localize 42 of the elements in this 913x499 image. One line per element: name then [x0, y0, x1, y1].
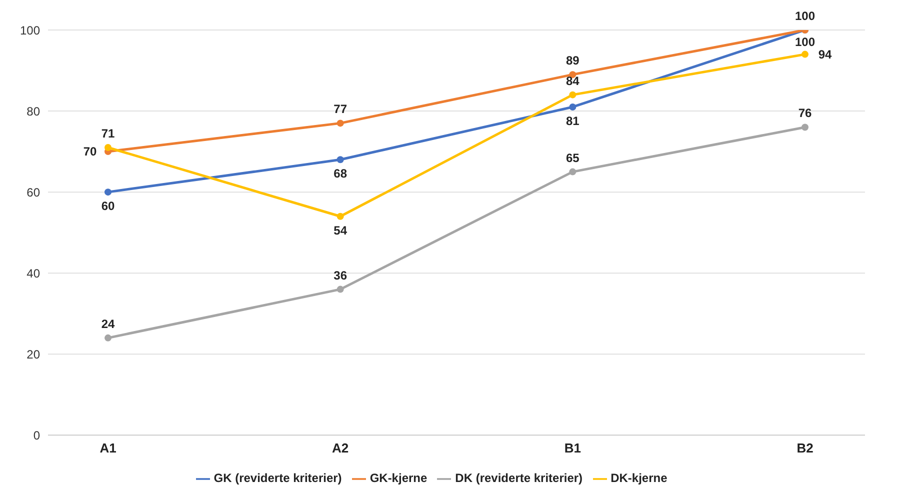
- x-tick-label: B2: [796, 440, 814, 456]
- data-label: 70: [83, 144, 97, 159]
- data-label: 65: [566, 150, 580, 165]
- point: [336, 120, 344, 127]
- data-label: 24: [101, 316, 115, 331]
- y-tick-label: 60: [26, 185, 40, 200]
- data-label: 84: [566, 74, 580, 88]
- data-label: 94: [818, 47, 832, 62]
- point: [104, 334, 112, 342]
- data-label: 60: [101, 199, 115, 214]
- point: [569, 168, 576, 176]
- x-tick-label: B1: [564, 440, 581, 456]
- point: [104, 144, 112, 151]
- y-tick-label: 100: [20, 23, 40, 38]
- data-label: 77: [334, 102, 348, 116]
- point: [569, 91, 576, 98]
- data-label: 76: [798, 106, 812, 120]
- legend-label: DK-kjerne: [610, 471, 668, 486]
- x-tick-label: A1: [100, 440, 116, 456]
- data-label: 54: [334, 223, 348, 238]
- point: [104, 188, 112, 196]
- legend-label: DK (reviderte kriterier): [455, 471, 583, 486]
- legend-label: GK (reviderte kriterier): [214, 471, 342, 486]
- point: [336, 156, 344, 164]
- x-tick-label: A2: [332, 440, 349, 456]
- data-label: 68: [334, 166, 348, 181]
- data-label: 89: [566, 54, 580, 68]
- y-tick-label: 40: [26, 266, 40, 280]
- data-label: 100: [794, 35, 816, 49]
- data-label: 81: [566, 114, 580, 128]
- point: [802, 50, 808, 58]
- y-tick-label: 0: [33, 428, 40, 442]
- point: [336, 286, 344, 293]
- data-label: 36: [334, 268, 348, 282]
- y-tick-label: 20: [26, 347, 40, 362]
- data-label: 71: [101, 126, 115, 140]
- data-label: 100: [794, 9, 816, 23]
- y-tick-label: 80: [26, 104, 40, 118]
- point: [802, 124, 808, 131]
- point: [336, 212, 344, 220]
- legend-label: GK-kjerne: [370, 471, 428, 486]
- point: [569, 103, 576, 110]
